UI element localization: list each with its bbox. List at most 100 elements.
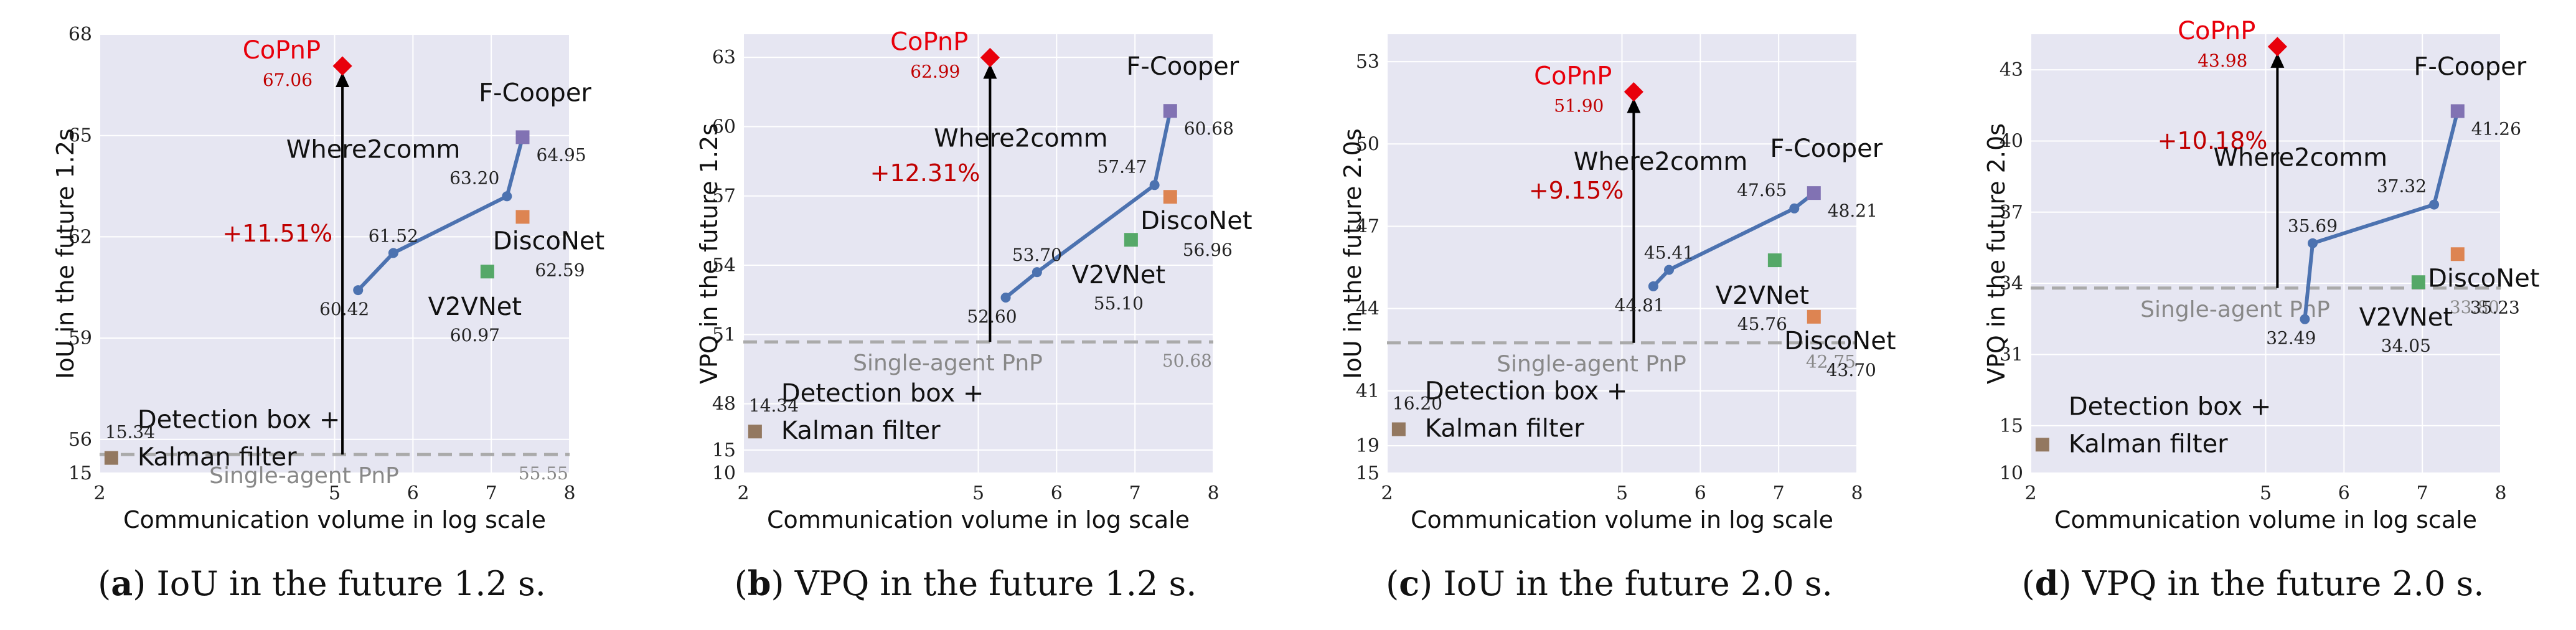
- detection-label: Detection box +: [138, 406, 341, 435]
- y-axis-label: VPQ in the future 1.2s: [695, 123, 723, 384]
- x-tick-label: 7: [1129, 482, 1141, 504]
- disconet-marker: [2450, 247, 2465, 261]
- y-tick-label: 62: [68, 226, 92, 248]
- where2comm-value-label: 45.41: [1644, 242, 1694, 263]
- where2comm-value-label: 37.32: [2377, 176, 2427, 197]
- f-cooper-label: F-Cooper: [1126, 52, 1239, 81]
- where2comm-point: [388, 248, 398, 258]
- improvement-arrowhead: [983, 63, 997, 79]
- f-cooper-label: F-Cooper: [479, 78, 591, 107]
- baseline-value-label: 42.75: [1806, 352, 1856, 372]
- panel-a: 2 5 6 7 8 15 56 59 62 65 68 Communication volume in…: [0, 0, 644, 630]
- disconet-label: DiscoNet: [1140, 207, 1252, 235]
- where2comm-label: Where2comm: [2214, 144, 2388, 172]
- x-tick-label: 7: [2417, 482, 2428, 504]
- copnp-label: CoPnP: [2178, 17, 2255, 45]
- x-tick-label: 5: [972, 482, 984, 504]
- where2comm-point: [1664, 265, 1674, 275]
- x-tick-label: 6: [1695, 482, 1706, 504]
- disconet-value-label: 62.59: [535, 260, 585, 280]
- disconet-marker: [1807, 309, 1821, 324]
- v2vnet-marker: [2411, 275, 2425, 289]
- where2comm-value-label: 57.47: [1097, 156, 1147, 177]
- copnp-label: CoPnP: [243, 36, 321, 65]
- v2vnet-label: V2VNet: [428, 293, 522, 321]
- detection-kalman-marker: [2035, 438, 2049, 452]
- f-cooper-marker: [2450, 104, 2465, 118]
- where2comm-point: [1149, 180, 1160, 190]
- where2comm-value-label: 44.81: [1615, 295, 1665, 316]
- y-tick-label: 51: [712, 324, 736, 346]
- baseline-value-label: 33.80: [2450, 297, 2499, 317]
- f-cooper-value-label: 48.21: [1828, 200, 1878, 221]
- x-tick-label: 7: [486, 482, 497, 504]
- disconet-marker: [515, 210, 530, 224]
- y-tick-label: 37: [2000, 202, 2023, 223]
- baseline-label: Single-agent PnP: [2140, 297, 2330, 322]
- v2vnet-label: V2VNet: [2359, 303, 2453, 332]
- improvement-arrowhead: [2270, 52, 2285, 68]
- y-tick-label: 34: [2000, 273, 2023, 294]
- x-tick-label: 2: [93, 482, 105, 504]
- kalman-label: Kalman filter: [1425, 415, 1584, 443]
- copnp-value-label: 62.99: [910, 61, 960, 82]
- f-cooper-marker: [515, 130, 530, 144]
- x-tick-label: 8: [1207, 482, 1219, 504]
- where2comm-label: Where2comm: [286, 135, 461, 164]
- y-tick-label: 53: [1356, 51, 1380, 73]
- baseline-label: Single-agent PnP: [209, 463, 399, 489]
- f-cooper-marker: [1807, 186, 1821, 200]
- f-cooper-value-label: 64.95: [537, 144, 586, 165]
- x-tick-label: 8: [1851, 482, 1863, 504]
- disconet-marker: [1163, 190, 1177, 204]
- v2vnet-label: V2VNet: [1072, 261, 1165, 289]
- f-cooper-label: F-Cooper: [1770, 134, 1883, 163]
- detection-value-label: 16.20: [1393, 393, 1442, 414]
- y-tick-label: 15: [712, 440, 736, 461]
- y-axis-label: IoU in the future 1.2s: [52, 128, 79, 378]
- panel-b: 2 5 6 7 8 10 15 48 51 54 57 60 63 Communication volum…: [644, 0, 1287, 630]
- f-cooper-value-label: 41.26: [2471, 118, 2521, 139]
- disconet-value-label: 35.23: [2470, 297, 2520, 317]
- where2comm-value-label: 63.20: [449, 167, 499, 188]
- where2comm-value-label: 35.69: [2288, 216, 2338, 237]
- detection-label: Detection box +: [781, 379, 984, 408]
- where2comm-value-label: 52.60: [967, 306, 1017, 327]
- panel-c: 2 5 6 7 8 15 19 41 44 47 50 53 Communication volume …: [1287, 0, 1931, 630]
- x-tick-label: 7: [1773, 482, 1785, 504]
- x-axis-label: Communication volume in log scale: [123, 506, 546, 534]
- y-tick-label: 31: [2000, 344, 2023, 365]
- y-tick-label: 57: [712, 186, 736, 207]
- y-tick-label: 44: [1356, 298, 1380, 320]
- x-axis-label: Communication volume in log scale: [1411, 506, 1833, 534]
- y-tick-label: 63: [712, 47, 736, 68]
- where2comm-value-label: 60.42: [319, 299, 369, 319]
- where2comm-line: [357, 136, 525, 292]
- improvement-label: +11.51%: [222, 220, 332, 247]
- y-tick-label: 48: [712, 393, 736, 415]
- v2vnet-value-label: 34.05: [2381, 336, 2431, 356]
- y-tick-label: 65: [68, 125, 92, 147]
- where2comm-point: [2429, 199, 2440, 210]
- where2comm-label: Where2comm: [1574, 148, 1748, 176]
- f-cooper-label: F-Cooper: [2414, 52, 2526, 81]
- where2comm-value-label: 61.52: [369, 225, 418, 246]
- where2comm-point: [353, 285, 364, 296]
- baseline-label: Single-agent PnP: [1497, 352, 1686, 377]
- copnp-marker: [1624, 82, 1643, 102]
- y-tick-label: 56: [68, 429, 92, 451]
- x-tick-label: 6: [407, 482, 419, 504]
- kalman-label: Kalman filter: [781, 416, 941, 445]
- where2comm-value-label: 47.65: [1737, 180, 1787, 200]
- f-cooper-marker: [1163, 104, 1177, 118]
- where2comm-line: [1004, 110, 1172, 299]
- detection-label: Detection box +: [1425, 377, 1628, 406]
- y-tick-label: 60: [712, 116, 736, 138]
- y-tick-label: 15: [2000, 415, 2023, 437]
- caption-d: (d) VPQ in the future 2.0 s.: [2021, 563, 2484, 603]
- f-cooper-value-label: 60.68: [1184, 118, 1234, 139]
- where2comm-line: [2303, 110, 2460, 319]
- where2comm-value-label: 53.70: [1012, 245, 1062, 265]
